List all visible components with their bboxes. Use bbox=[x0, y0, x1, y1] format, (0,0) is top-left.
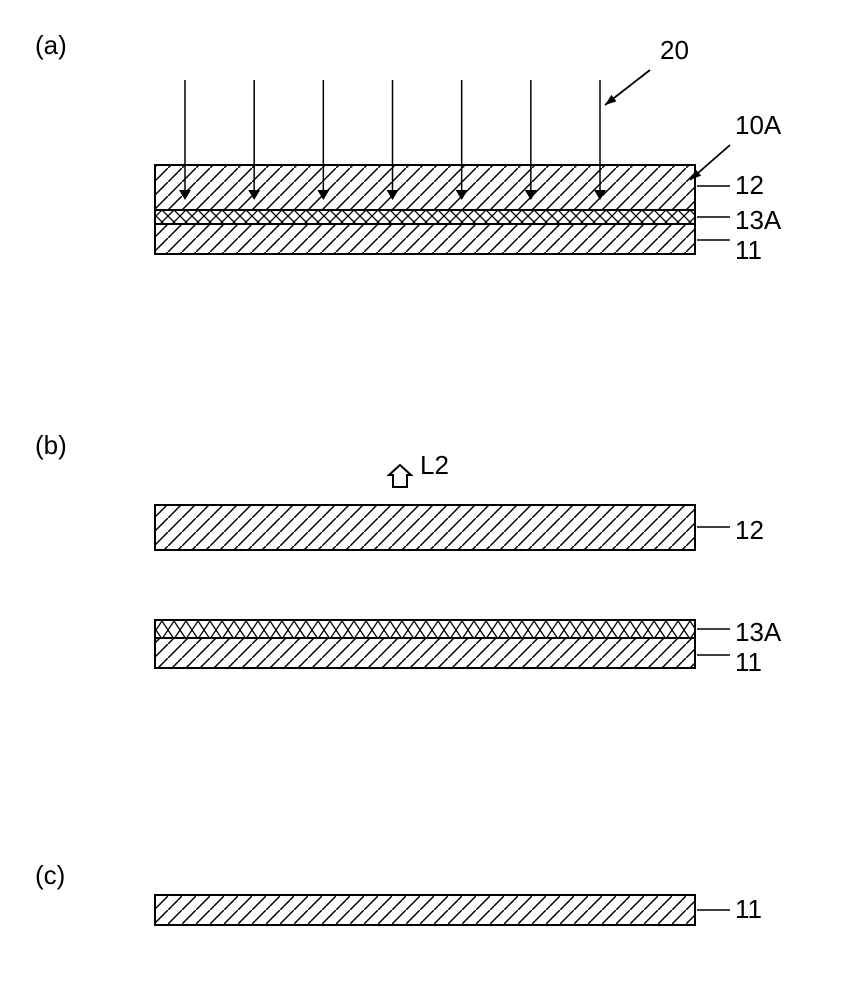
ref-10a: 10A bbox=[735, 110, 781, 141]
ref-20: 20 bbox=[660, 35, 689, 66]
ref-b-12: 12 bbox=[735, 515, 764, 546]
ref-l2: L2 bbox=[420, 450, 449, 481]
diagram-svg bbox=[0, 0, 850, 1000]
ref-a-11: 11 bbox=[735, 235, 762, 266]
ref-c-11: 11 bbox=[735, 894, 762, 925]
ref-a-12: 12 bbox=[735, 170, 764, 201]
ref-a-13a: 13A bbox=[735, 205, 781, 236]
ref-b-11: 11 bbox=[735, 647, 762, 678]
ref-b-13a: 13A bbox=[735, 617, 781, 648]
